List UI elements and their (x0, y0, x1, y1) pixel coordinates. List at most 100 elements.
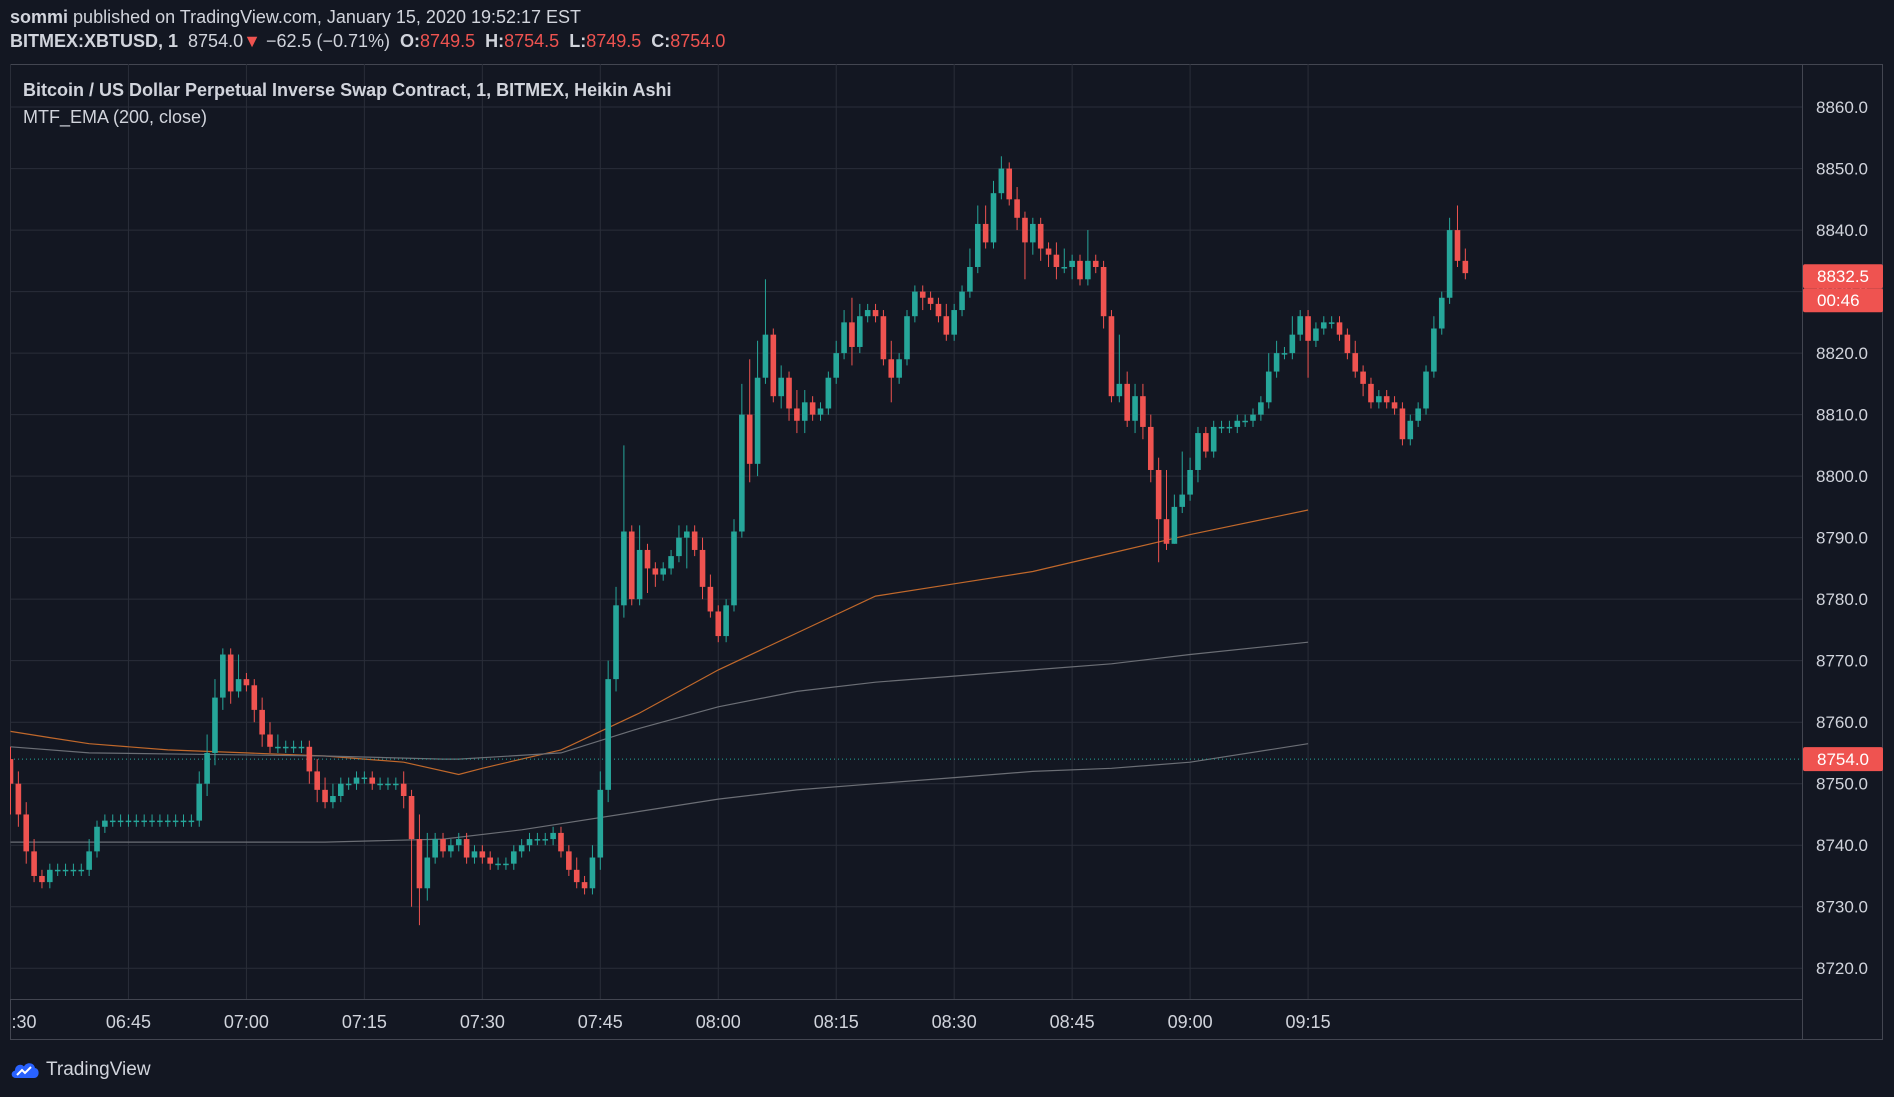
candle-body (251, 685, 258, 710)
candle-body (1006, 168, 1013, 200)
x-tick-label: 08:15 (814, 1012, 859, 1032)
candle-body (1116, 383, 1123, 397)
candle-body (927, 297, 934, 304)
candle-body (212, 697, 218, 753)
y-tick-label: 8790.0 (1816, 529, 1868, 548)
ohlc-bar: BITMEX:XBTUSD, 1 8754.0▼ −62.5 (−0.71%) … (10, 31, 725, 52)
indicator-label: MTF_EMA (200, close) (23, 107, 207, 128)
down-arrow-icon: ▼ (243, 31, 261, 51)
candle-body (353, 777, 360, 784)
candle-body (864, 310, 871, 317)
candle-body (1242, 420, 1248, 423)
indicator-line (10, 641, 1309, 760)
candle-body (534, 839, 541, 841)
candle-body (959, 291, 965, 311)
chart-frame[interactable]: 8720.0 8730.0 8740.0 8750.0 8760.0 8770.0 8780… (7, 64, 1883, 1040)
y-tick-label: 8840.0 (1816, 221, 1868, 240)
x-tick-label: 07:00 (224, 1012, 269, 1032)
candle-body (668, 556, 674, 569)
candle-body (1053, 254, 1060, 267)
candle-body (1368, 383, 1374, 403)
candle-body (1108, 316, 1115, 397)
candle-body (102, 820, 108, 827)
candle-body (1344, 334, 1351, 354)
candle-body (393, 783, 399, 786)
candle-body (31, 851, 37, 876)
candle-body (817, 408, 824, 415)
x-tick-label: :30 (12, 1012, 37, 1032)
author-name[interactable]: sommi (10, 7, 69, 27)
candle-body (605, 679, 611, 790)
candle-body (518, 845, 525, 852)
candle-body (487, 857, 494, 864)
candle-body (1163, 519, 1170, 544)
candle-body (1438, 297, 1445, 329)
last-price-tag-bg (1803, 264, 1883, 289)
candle-body (164, 820, 171, 823)
current-price-tag-bg (1803, 747, 1883, 772)
candle-body (141, 820, 147, 823)
candle-body (1022, 217, 1028, 243)
candle-body (306, 746, 313, 772)
grid (10, 64, 1802, 999)
x-tick-label: 08:00 (696, 1012, 741, 1032)
high-value: 8754.5 (504, 31, 560, 51)
candle-body (86, 851, 92, 870)
candle-body (1352, 353, 1359, 372)
candle-body (943, 316, 950, 335)
candle-body (1069, 260, 1075, 267)
candle-body (290, 746, 297, 749)
candle-body (1132, 396, 1138, 421)
candle-body (220, 654, 226, 698)
candle-body (1100, 266, 1107, 317)
candlestick-chart[interactable]: 8720.0 8730.0 8740.0 8750.0 8760.0 8770.0 8780… (7, 64, 1883, 1040)
x-tick-label: 08:30 (932, 1012, 977, 1032)
candle-body (872, 310, 879, 317)
candle-body (1140, 396, 1146, 427)
candle-body (282, 746, 289, 749)
candle-body (204, 752, 210, 784)
y-tick-label: 8720.0 (1816, 959, 1868, 978)
candle-body (1336, 322, 1343, 335)
candle-body (479, 851, 486, 858)
candle-body (888, 359, 895, 378)
candle-body (235, 679, 242, 692)
price-scale[interactable]: 8720.0 8730.0 8740.0 8750.0 8760.0 8770.0 8780… (1816, 98, 1868, 978)
time-scale[interactable]: :30 06:45 07:00 07:15 07:30 07:45 08:00 08:15 08… (12, 1012, 1331, 1032)
candle-body (526, 839, 533, 846)
candle-body (463, 839, 470, 858)
candle-body (1187, 469, 1193, 495)
candle-body (660, 568, 667, 575)
candle-body (1045, 248, 1052, 255)
candle-body (1320, 322, 1327, 329)
tradingview-logo[interactable]: TradingView (10, 1056, 151, 1084)
y-tick-label: 8780.0 (1816, 590, 1868, 609)
candle-body (550, 832, 556, 840)
candle-body (1179, 494, 1186, 507)
candle-body (880, 316, 887, 360)
candle-body (1328, 322, 1335, 324)
candle-body (699, 549, 706, 587)
candle-body (424, 857, 431, 889)
candle-body (1210, 426, 1217, 452)
candle-body (1171, 506, 1178, 544)
candle-body (503, 863, 509, 866)
candle-body (1391, 402, 1398, 409)
x-tick-label: 09:00 (1168, 1012, 1213, 1032)
candle-body (801, 402, 808, 421)
indicator-line (10, 743, 1309, 843)
x-tick-label: 06:45 (106, 1012, 151, 1032)
candle-body (1431, 328, 1437, 372)
candle-body (385, 783, 391, 786)
candle-body (471, 851, 478, 858)
candle-body (1360, 371, 1366, 384)
candle-body (794, 408, 800, 421)
candle-body (1234, 420, 1241, 427)
candle-body (1155, 469, 1162, 520)
candle-body (833, 353, 840, 378)
y-tick-label: 8820.0 (1816, 344, 1868, 363)
candle-body (951, 310, 957, 335)
y-tick-label: 8730.0 (1816, 898, 1868, 917)
candle-body (786, 377, 792, 409)
candle-body (644, 549, 651, 569)
